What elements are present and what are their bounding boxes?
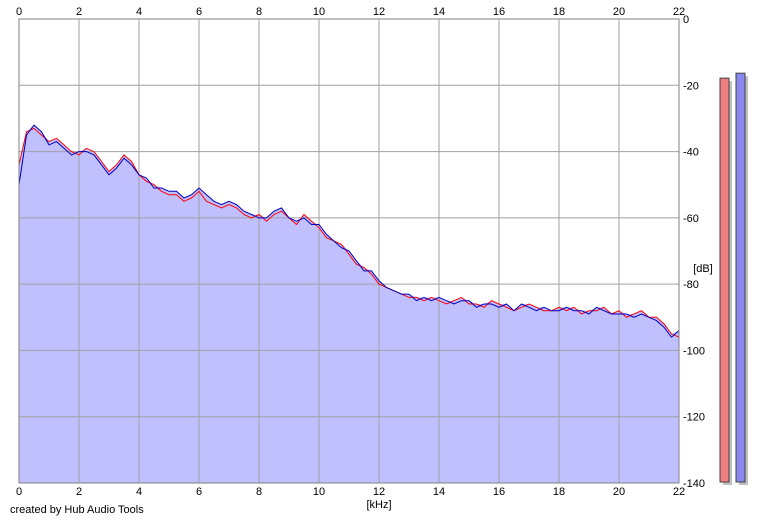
x-tick-label-top: 18 [553, 6, 565, 18]
x-tick-label-bottom: 0 [16, 486, 22, 498]
spectrum-fill [19, 125, 679, 483]
credit-text: created by Hub Audio Tools [10, 504, 144, 516]
spectrum-fill-area [19, 125, 679, 483]
x-tick-label-top: 20 [613, 6, 625, 18]
x-tick-label-bottom: 8 [256, 486, 262, 498]
x-tick-label-bottom: 12 [373, 486, 385, 498]
level-meter-1 [719, 77, 730, 483]
y-tick-label: 0 [683, 14, 689, 26]
y-tick-label: -20 [683, 80, 699, 92]
y-tick-label: -40 [683, 147, 699, 159]
x-tick-label-bottom: 16 [493, 486, 505, 498]
level-meters [719, 72, 748, 486]
x-tick-label-top: 22 [673, 6, 685, 18]
x-tick-label-bottom: 6 [196, 486, 202, 498]
series-line-2 [18, 124, 680, 338]
y-axis-label: [dB] [693, 263, 713, 275]
x-tick-label-bottom: 20 [613, 486, 625, 498]
level-meter-2 [735, 72, 746, 483]
y-tick-label: -100 [683, 345, 705, 357]
plot-border [18, 18, 680, 484]
y-tick-label: -80 [683, 279, 699, 291]
x-tick-label-bottom: 22 [673, 486, 685, 498]
x-tick-label-top: 14 [433, 6, 445, 18]
series-lines [18, 124, 680, 338]
x-tick-label-top: 4 [136, 6, 142, 18]
x-axis-label: [kHz] [366, 499, 391, 511]
x-tick-label-top: 0 [16, 6, 22, 18]
x-tick-label-bottom: 2 [76, 486, 82, 498]
x-tick-label-top: 2 [76, 6, 82, 18]
plot-frame [18, 18, 680, 484]
y-tick-label: -120 [683, 412, 705, 424]
x-tick-label-bottom: 4 [136, 486, 142, 498]
x-tick-label-top: 8 [256, 6, 262, 18]
y-tick-label: -140 [683, 478, 705, 490]
x-tick-label-bottom: 18 [553, 486, 565, 498]
x-tick-label-bottom: 10 [313, 486, 325, 498]
x-tick-label-top: 6 [196, 6, 202, 18]
tick-labels: 002244668810101212141416161818202022220-… [16, 6, 705, 498]
x-tick-label-bottom: 14 [433, 486, 445, 498]
x-tick-label-top: 10 [313, 6, 325, 18]
x-tick-label-top: 16 [493, 6, 505, 18]
series-line-1 [18, 127, 680, 338]
x-tick-label-top: 12 [373, 6, 385, 18]
y-tick-label: -60 [683, 213, 699, 225]
